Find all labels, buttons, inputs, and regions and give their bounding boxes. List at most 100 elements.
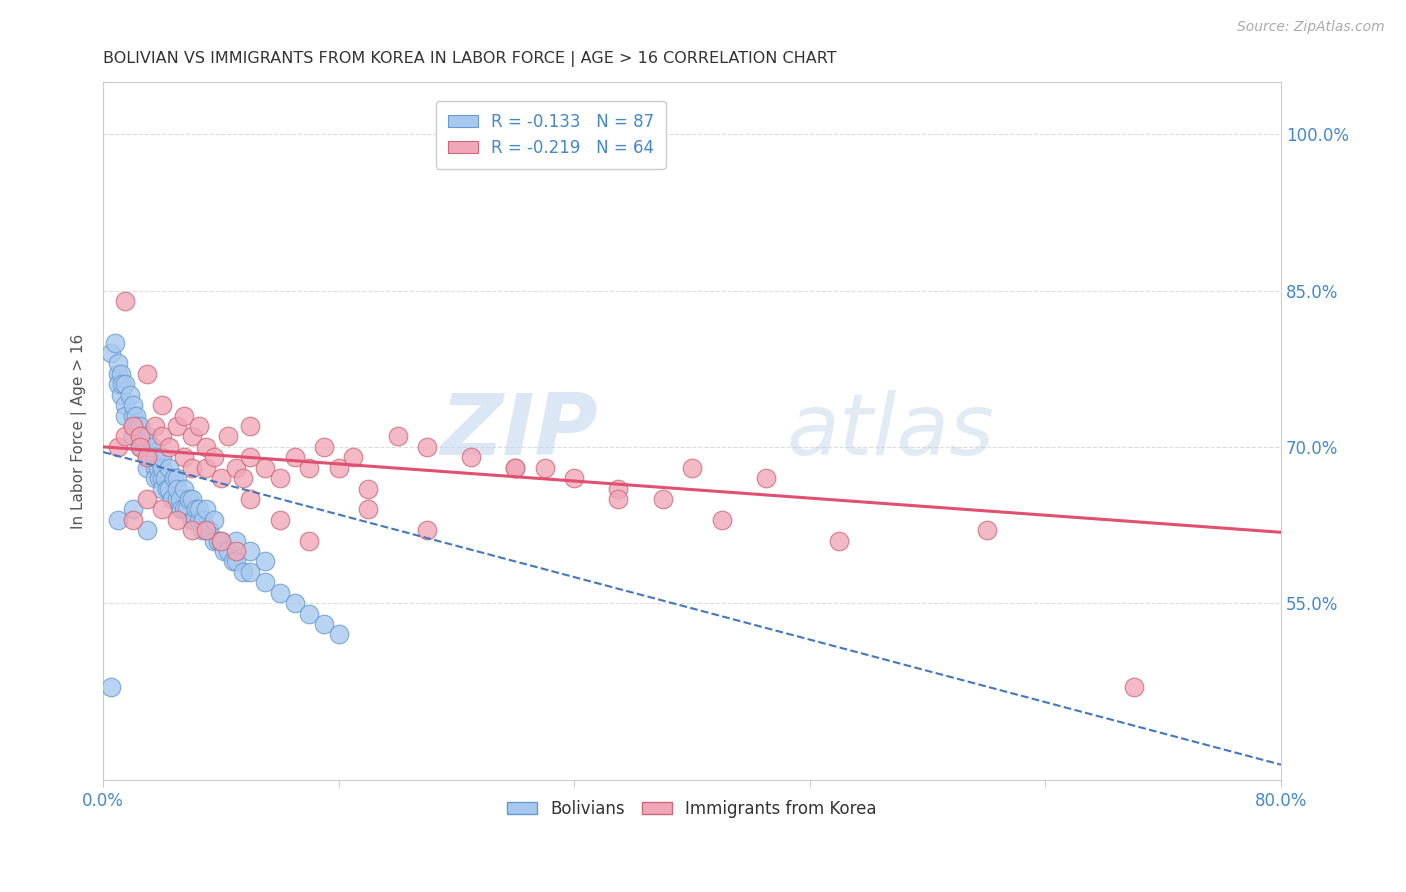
Point [239, 450, 262, 465]
Point [828, 533, 851, 548]
Point [136, 460, 159, 475]
Point [562, 471, 585, 485]
Point [166, 482, 188, 496]
Point [136, 367, 159, 381]
Text: atlas: atlas [786, 390, 994, 473]
Point [195, 523, 218, 537]
Point [129, 440, 152, 454]
Point [298, 607, 321, 621]
Point [312, 617, 335, 632]
Point [212, 544, 235, 558]
Point [209, 471, 232, 485]
Point [107, 440, 129, 454]
Point [150, 460, 173, 475]
Point [107, 513, 129, 527]
Point [232, 471, 254, 485]
Point [298, 533, 321, 548]
Point [710, 513, 733, 527]
Point [254, 575, 277, 590]
Point [166, 491, 188, 506]
Point [136, 450, 159, 465]
Point [416, 523, 439, 537]
Point [143, 419, 166, 434]
Point [193, 513, 215, 527]
Point [755, 471, 778, 485]
Point [180, 460, 202, 475]
Point [148, 471, 170, 485]
Point [125, 419, 148, 434]
Point [328, 460, 350, 475]
Point [298, 460, 321, 475]
Point [607, 491, 630, 506]
Point [239, 544, 262, 558]
Point [136, 450, 159, 465]
Point [155, 482, 177, 496]
Point [173, 502, 195, 516]
Point [173, 450, 195, 465]
Point [187, 502, 209, 516]
Text: ZIP: ZIP [440, 390, 598, 473]
Point [104, 335, 127, 350]
Point [269, 471, 291, 485]
Point [134, 429, 156, 443]
Point [387, 429, 409, 443]
Point [114, 429, 136, 443]
Point [284, 450, 307, 465]
Point [143, 460, 166, 475]
Point [110, 367, 132, 381]
Point [342, 450, 364, 465]
Point [1122, 680, 1144, 694]
Point [184, 502, 207, 516]
Point [150, 471, 173, 485]
Point [681, 460, 703, 475]
Point [107, 367, 129, 381]
Point [129, 429, 152, 443]
Point [269, 585, 291, 599]
Point [198, 523, 221, 537]
Point [150, 429, 173, 443]
Point [107, 356, 129, 370]
Point [100, 346, 122, 360]
Point [505, 460, 527, 475]
Point [976, 523, 998, 537]
Point [143, 450, 166, 465]
Point [180, 513, 202, 527]
Point [159, 460, 181, 475]
Point [114, 398, 136, 412]
Point [328, 627, 350, 641]
Point [225, 554, 247, 568]
Point [254, 554, 277, 568]
Point [170, 502, 193, 516]
Point [136, 440, 159, 454]
Point [129, 419, 152, 434]
Point [651, 491, 673, 506]
Point [166, 513, 188, 527]
Point [129, 440, 152, 454]
Point [195, 440, 218, 454]
Point [225, 544, 247, 558]
Text: Source: ZipAtlas.com: Source: ZipAtlas.com [1237, 20, 1385, 34]
Point [163, 471, 186, 485]
Point [141, 440, 163, 454]
Point [187, 419, 209, 434]
Point [607, 482, 630, 496]
Y-axis label: In Labor Force | Age > 16: In Labor Force | Age > 16 [72, 334, 87, 529]
Point [114, 293, 136, 308]
Point [254, 460, 277, 475]
Point [180, 523, 202, 537]
Point [121, 502, 143, 516]
Point [209, 533, 232, 548]
Point [146, 460, 169, 475]
Legend: Bolivians, Immigrants from Korea: Bolivians, Immigrants from Korea [501, 793, 883, 824]
Point [416, 440, 439, 454]
Point [121, 429, 143, 443]
Point [118, 388, 141, 402]
Point [183, 513, 205, 527]
Point [136, 491, 159, 506]
Point [107, 377, 129, 392]
Point [111, 377, 134, 392]
Point [173, 482, 195, 496]
Point [121, 513, 143, 527]
Point [124, 409, 146, 423]
Point [129, 429, 152, 443]
